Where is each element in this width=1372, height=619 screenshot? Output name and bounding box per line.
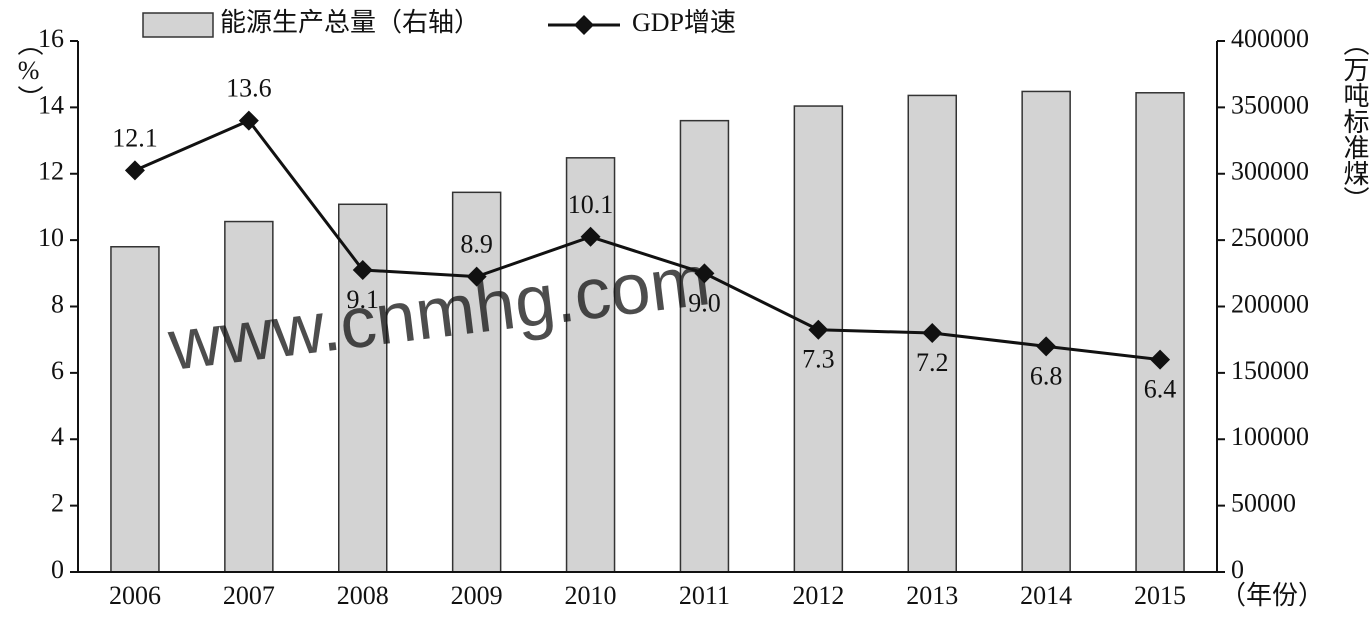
bar: [451, 191, 502, 573]
data-label: 6.8: [1030, 361, 1063, 390]
y-tick-label: 16: [38, 24, 64, 53]
marker: [352, 259, 373, 280]
marker: [1150, 349, 1171, 370]
y-tick-label: 2: [51, 489, 64, 518]
bar: [565, 157, 616, 573]
x-tick-label: 2007: [223, 581, 275, 610]
data-label: 7.2: [916, 348, 949, 377]
data-label: 12.1: [112, 123, 158, 152]
x-tick-label: 2015: [1134, 581, 1186, 610]
data-label: 7.3: [802, 345, 835, 374]
y2-tick-label: 350000: [1231, 90, 1309, 119]
bar: [1021, 90, 1071, 573]
marker: [922, 323, 943, 344]
legend-marker: [574, 15, 594, 35]
bar: [338, 203, 388, 573]
y2-tick-label: 400000: [1231, 24, 1309, 53]
line: [134, 118, 1161, 362]
x-tick-label: 2011: [679, 581, 730, 610]
y2-tick-label: 200000: [1231, 289, 1309, 318]
legend-swatch: [142, 12, 214, 38]
y-tick-label: 0: [51, 555, 64, 584]
legend-label: 能源生产总量（右轴）: [220, 8, 480, 37]
y2-tick-label: 150000: [1231, 356, 1309, 385]
bar: [110, 246, 160, 573]
bar: [679, 119, 730, 573]
bar: [1135, 92, 1185, 573]
marker: [808, 319, 829, 340]
marker: [694, 263, 715, 284]
y2-tick-label: 250000: [1231, 223, 1309, 252]
x-tick-label: 2010: [565, 581, 617, 610]
bar: [224, 220, 274, 573]
y-tick-label: 14: [38, 90, 64, 119]
marker: [580, 226, 601, 247]
data-label: 10.1: [568, 190, 614, 219]
y2-tick-label: 0: [1231, 555, 1244, 584]
data-label: 13.6: [226, 74, 272, 103]
marker: [124, 160, 145, 181]
x-tick-label: 2006: [109, 581, 161, 610]
y2-tick-label: 50000: [1231, 489, 1296, 518]
legend: 能源生产总量（右轴） GDP增速: [142, 8, 736, 38]
marker: [238, 110, 259, 131]
data-label: 6.4: [1144, 375, 1177, 404]
y2-tick-label: 100000: [1231, 422, 1309, 451]
y-tick-label: 12: [38, 157, 64, 186]
x-tick-label: 2014: [1020, 581, 1072, 610]
y-tick-label: 10: [38, 223, 64, 252]
y2-tick-label: 300000: [1231, 157, 1309, 186]
marker: [1036, 336, 1057, 357]
x-tick-label: 2008: [337, 581, 389, 610]
data-label: 8.9: [460, 230, 493, 259]
data-label: 9.1: [347, 285, 380, 314]
marker: [466, 266, 487, 287]
y2-axis-label: （万吨标准煤）: [1340, 30, 1369, 212]
y-tick-label: 4: [51, 422, 64, 451]
x-tick-label: 2012: [792, 581, 844, 610]
x-axis-label: （年份）: [1220, 581, 1324, 610]
data-label: 9.0: [688, 288, 721, 317]
y-tick-label: 6: [51, 356, 64, 385]
y-axis-label: （%）: [14, 30, 43, 111]
x-tick-label: 2009: [451, 581, 503, 610]
y-tick-label: 8: [51, 289, 64, 318]
legend-label: GDP增速: [632, 8, 736, 37]
x-tick-label: 2013: [906, 581, 958, 610]
